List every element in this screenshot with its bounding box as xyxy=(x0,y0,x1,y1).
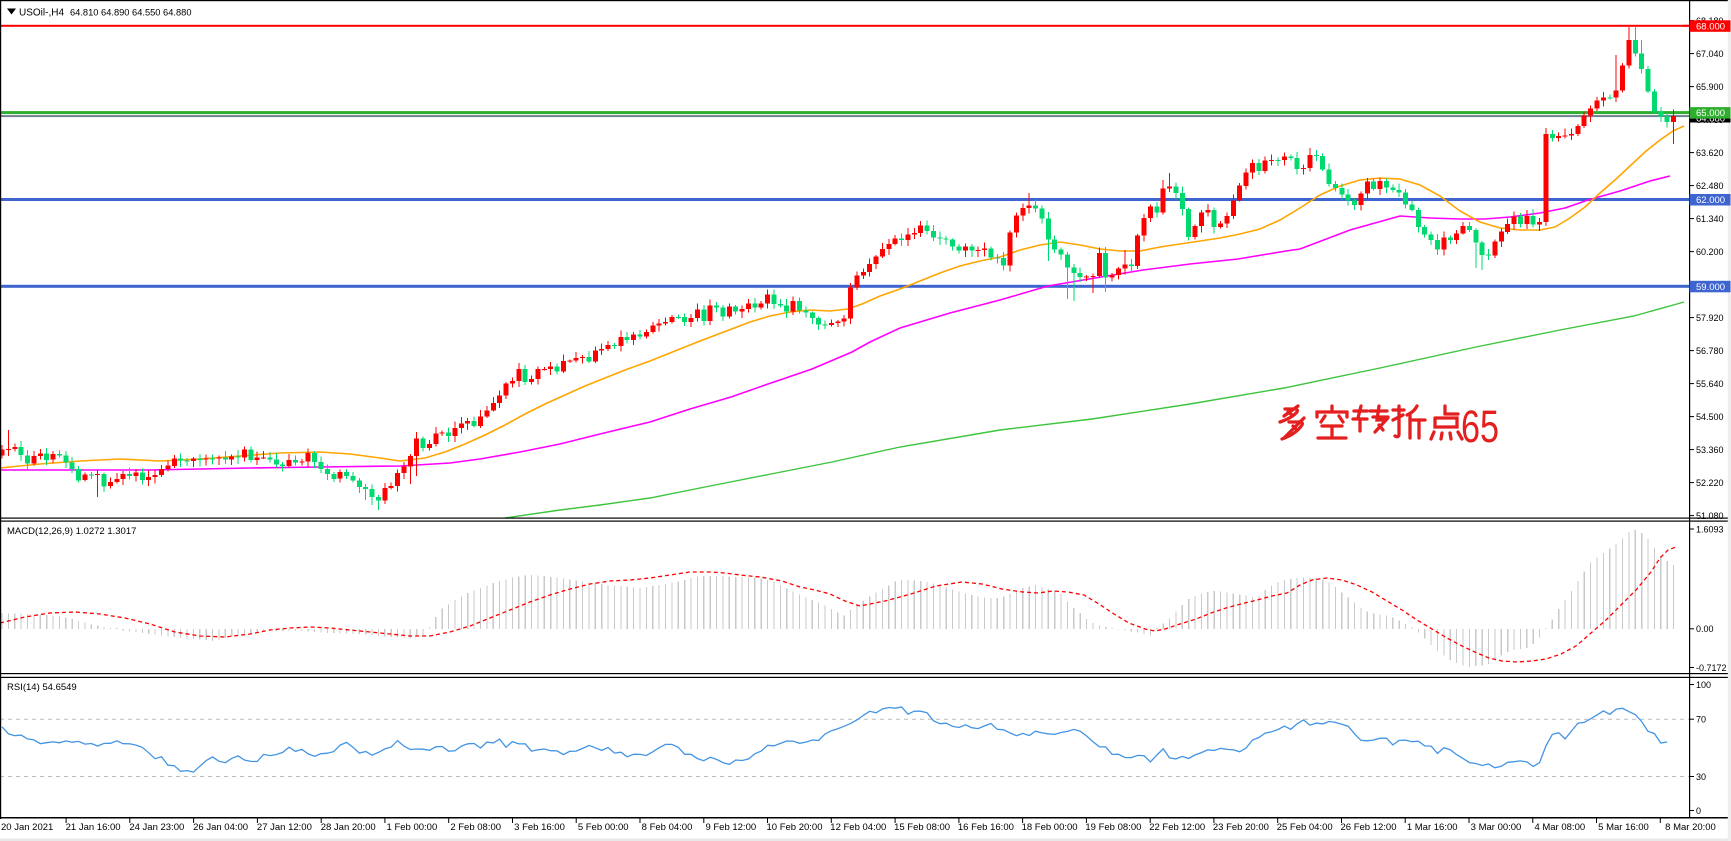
svg-text:1 Feb 00:00: 1 Feb 00:00 xyxy=(387,822,438,833)
svg-text:57.920: 57.920 xyxy=(1696,313,1724,323)
svg-text:51.080: 51.080 xyxy=(1696,511,1724,521)
svg-text:22 Feb 12:00: 22 Feb 12:00 xyxy=(1149,822,1205,833)
svg-text:8 Mar 20:00: 8 Mar 20:00 xyxy=(1665,822,1716,833)
svg-text:64.810 64.890 64.550 64.880: 64.810 64.890 64.550 64.880 xyxy=(70,8,192,18)
svg-text:27 Jan 12:00: 27 Jan 12:00 xyxy=(257,822,312,833)
svg-text:25 Feb 04:00: 25 Feb 04:00 xyxy=(1277,822,1333,833)
svg-text:55.640: 55.640 xyxy=(1696,379,1724,389)
svg-text:65.900: 65.900 xyxy=(1696,82,1724,92)
svg-text:16 Feb 16:00: 16 Feb 16:00 xyxy=(958,822,1014,833)
svg-text:23 Feb 20:00: 23 Feb 20:00 xyxy=(1213,822,1269,833)
svg-text:54.500: 54.500 xyxy=(1696,412,1724,422)
svg-text:24 Jan 23:00: 24 Jan 23:00 xyxy=(129,822,184,833)
svg-text:4 Mar 08:00: 4 Mar 08:00 xyxy=(1534,822,1585,833)
svg-text:8 Feb 04:00: 8 Feb 04:00 xyxy=(642,822,693,833)
svg-text:68.000: 68.000 xyxy=(1696,21,1725,32)
svg-text:USOil-,H4: USOil-,H4 xyxy=(19,8,64,19)
svg-text:70: 70 xyxy=(1696,715,1706,725)
svg-text:2 Feb 08:00: 2 Feb 08:00 xyxy=(450,822,501,833)
svg-text:12 Feb 04:00: 12 Feb 04:00 xyxy=(830,822,886,833)
svg-text:26 Jan 04:00: 26 Jan 04:00 xyxy=(193,822,248,833)
svg-text:19 Feb 08:00: 19 Feb 08:00 xyxy=(1085,822,1141,833)
svg-text:61.340: 61.340 xyxy=(1696,214,1724,224)
svg-text:10 Feb 20:00: 10 Feb 20:00 xyxy=(767,822,823,833)
svg-text:21 Jan 16:00: 21 Jan 16:00 xyxy=(66,822,121,833)
svg-text:3 Mar 00:00: 3 Mar 00:00 xyxy=(1471,822,1522,833)
svg-text:1.6093: 1.6093 xyxy=(1696,524,1724,534)
svg-text:28 Jan 20:00: 28 Jan 20:00 xyxy=(321,822,376,833)
svg-text:3 Feb 16:00: 3 Feb 16:00 xyxy=(514,822,565,833)
svg-text:26 Feb 12:00: 26 Feb 12:00 xyxy=(1341,822,1397,833)
svg-text:52.220: 52.220 xyxy=(1696,478,1724,488)
svg-text:1 Mar 16:00: 1 Mar 16:00 xyxy=(1407,822,1458,833)
svg-text:59.000: 59.000 xyxy=(1696,282,1725,293)
svg-text:65: 65 xyxy=(1461,401,1499,452)
svg-text:64.880: 64.880 xyxy=(1696,114,1725,125)
svg-text:53.360: 53.360 xyxy=(1696,445,1724,455)
svg-text:5 Feb 00:00: 5 Feb 00:00 xyxy=(578,822,629,833)
svg-text:65.000: 65.000 xyxy=(1696,108,1725,119)
svg-text:0.00: 0.00 xyxy=(1696,624,1714,634)
svg-text:62.480: 62.480 xyxy=(1696,181,1724,191)
svg-text:62.000: 62.000 xyxy=(1696,195,1725,206)
svg-text:-0.7172: -0.7172 xyxy=(1696,663,1727,673)
svg-text:30: 30 xyxy=(1696,772,1706,782)
svg-text:20 Jan 2021: 20 Jan 2021 xyxy=(1,822,53,833)
svg-text:56.780: 56.780 xyxy=(1696,346,1724,356)
svg-text:5 Mar 16:00: 5 Mar 16:00 xyxy=(1598,822,1649,833)
svg-text:0: 0 xyxy=(1696,806,1701,816)
svg-text:RSI(14) 54.6549: RSI(14) 54.6549 xyxy=(7,682,77,693)
svg-text:60.200: 60.200 xyxy=(1696,247,1724,257)
svg-text:MACD(12,26,9) 1.0272 1.3017: MACD(12,26,9) 1.0272 1.3017 xyxy=(7,526,136,537)
svg-text:100: 100 xyxy=(1696,680,1711,690)
svg-text:15 Feb 08:00: 15 Feb 08:00 xyxy=(894,822,950,833)
svg-text:63.620: 63.620 xyxy=(1696,148,1724,158)
svg-text:18 Feb 00:00: 18 Feb 00:00 xyxy=(1022,822,1078,833)
svg-text:67.040: 67.040 xyxy=(1696,49,1724,59)
svg-text:9 Feb 12:00: 9 Feb 12:00 xyxy=(705,822,756,833)
